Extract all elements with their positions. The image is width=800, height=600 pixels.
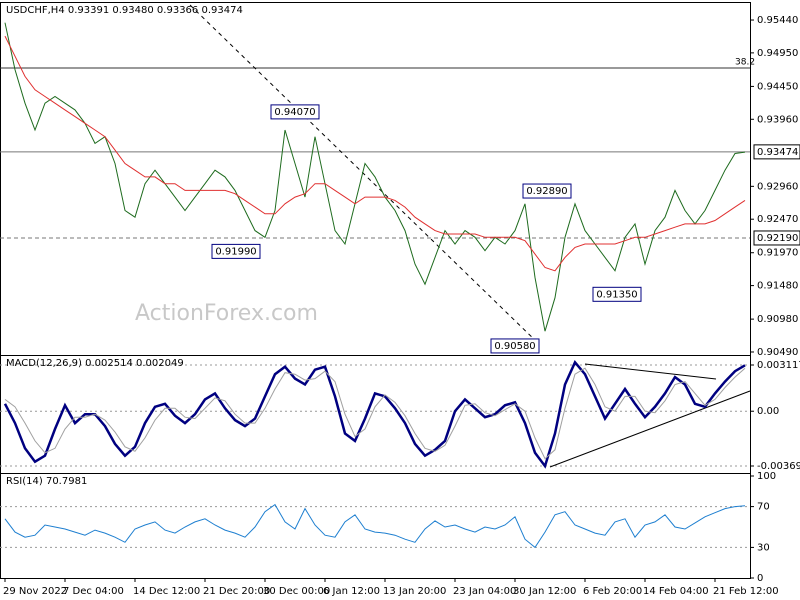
y-tick-label: 0.90490	[757, 347, 798, 358]
x-tick-label: 7 Dec 04:00	[63, 586, 124, 597]
y-tick-label: 0.90980	[757, 314, 798, 325]
y-tick-label: 30	[757, 542, 770, 553]
trend-line	[189, 4, 541, 346]
panel-title: RSI(14) 70.7981	[6, 476, 87, 487]
annotation-label: 0.90580	[494, 341, 535, 352]
annotation-label: 0.92890	[526, 186, 567, 197]
y-tick-label: 0.94450	[757, 81, 798, 92]
y-tick-label: 0.00	[757, 406, 779, 417]
price-box	[753, 230, 800, 246]
series-line	[4, 22, 746, 332]
annotation-box	[522, 183, 572, 199]
annotation-label: 0.94070	[274, 107, 315, 118]
annotation-label: 0.91990	[215, 246, 256, 257]
y-tick-label: 0.93960	[757, 114, 798, 125]
y-tick-label: 0.91480	[757, 281, 798, 292]
x-tick-label: 23 Jan 04:00	[453, 586, 516, 597]
x-tick-label: 21 Feb 12:00	[713, 586, 779, 597]
x-tick-label: 14 Dec 12:00	[133, 586, 200, 597]
x-tick-label: 14 Feb 04:00	[643, 586, 709, 597]
panel-title: MACD(12,26,9) 0.002514 0.002049	[6, 358, 184, 369]
annotation-label: 0.91350	[596, 289, 637, 300]
price-label: 0.93474	[757, 147, 798, 158]
trend-line	[549, 390, 751, 468]
x-tick-label: 6 Jan 12:00	[323, 586, 380, 597]
y-tick-label: -0.003693	[757, 461, 800, 472]
y-tick-label: 0.95440	[757, 15, 798, 26]
price-label: 0.92190	[757, 233, 798, 244]
x-tick-label: 13 Jan 20:00	[383, 586, 446, 597]
x-tick-label: 30 Dec 00:00	[263, 586, 330, 597]
fib-label: 38.2	[735, 57, 755, 67]
y-tick-label: 0.003117	[757, 360, 800, 371]
price-box	[753, 144, 800, 160]
annotation-box	[211, 243, 261, 259]
y-tick-label: 100	[757, 471, 776, 482]
watermark: ActionForex.com	[135, 301, 318, 326]
y-tick-label: 0.94950	[757, 48, 798, 59]
annotation-box	[490, 338, 540, 354]
x-tick-label: 21 Dec 20:00	[203, 586, 270, 597]
x-tick-label: 6 Feb 20:00	[583, 586, 642, 597]
x-tick-label: 29 Nov 2022	[3, 586, 67, 597]
y-tick-label: 0	[757, 573, 763, 584]
y-tick-label: 0.92960	[757, 181, 798, 192]
series-line	[4, 503, 746, 549]
y-tick-label: 0.92470	[757, 214, 798, 225]
annotation-box	[592, 286, 642, 302]
x-tick-label: 30 Jan 12:00	[513, 586, 576, 597]
series-line	[3, 359, 746, 469]
series-line	[4, 35, 746, 272]
trend-line	[584, 363, 717, 380]
y-tick-label: 0.91970	[757, 248, 798, 259]
annotation-box	[270, 104, 320, 120]
panel-title: USDCHF,H4 0.93391 0.93480 0.93366 0.9347…	[6, 5, 243, 16]
y-tick-label: 70	[757, 502, 770, 513]
series-line	[4, 367, 746, 460]
